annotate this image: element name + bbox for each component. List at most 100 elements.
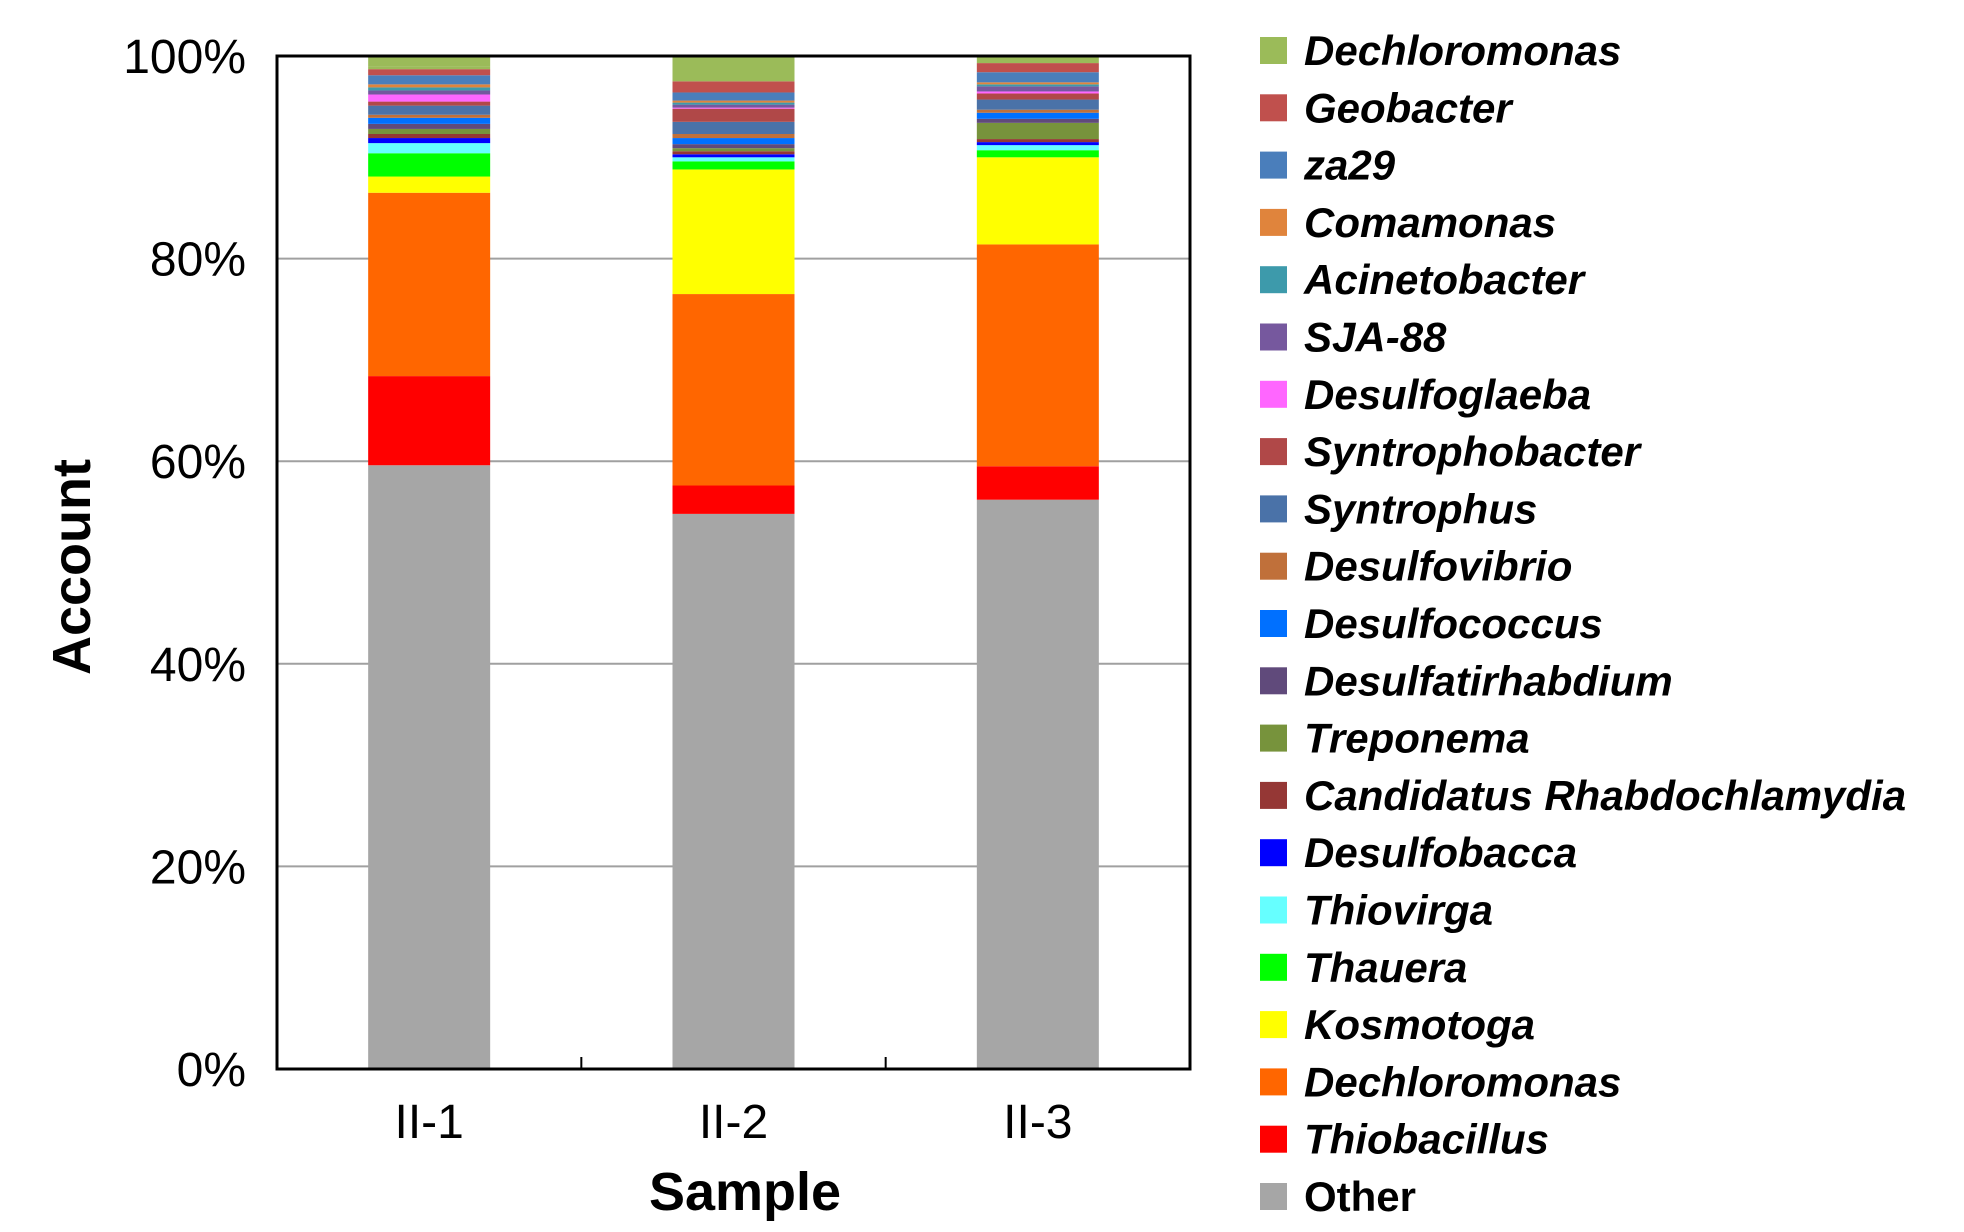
legend-swatch: [1260, 1011, 1287, 1039]
bar-segment-syntrophobacter: [672, 108, 795, 122]
legend: Dechloromonas Geobacter za29 Comamonas Acine…: [1260, 27, 1906, 1220]
bar-segment-sja-88: [368, 90, 491, 95]
y-tick-label: 20%: [150, 841, 246, 894]
bar-segment-other: [672, 513, 795, 1069]
y-tick-label: 60%: [150, 436, 246, 489]
x-axis-title: Sample: [649, 1162, 841, 1222]
legend-label: Thiovirga: [1304, 887, 1493, 934]
y-tick-label: 40%: [150, 639, 246, 692]
bar-segment-thauera: [368, 153, 491, 177]
bar-segment-sja-88: [672, 104, 795, 108]
legend-item: Desulfoglaeba: [1260, 371, 1591, 418]
bar-segment-dechloromonas: [672, 58, 795, 82]
bar-segment-kosmotoga: [672, 169, 795, 295]
legend-item: Syntrophobacter: [1260, 428, 1643, 475]
bar-segment-kosmotoga: [976, 157, 1099, 245]
bar-segment-other: [368, 465, 491, 1069]
y-tick-label: 80%: [150, 234, 246, 287]
bar-stack-II-1: [368, 56, 491, 1069]
bar-segment-geobacter: [976, 63, 1099, 73]
legend-item: Candidatus Rhabdochlamydia: [1260, 772, 1906, 819]
bar-segment-candidatus-rhabdochlamydia: [672, 151, 795, 155]
legend-swatch: [1260, 552, 1287, 580]
legend-label: Desulfatirhabdium: [1304, 657, 1673, 704]
legend-label: Desulfovibrio: [1304, 543, 1572, 590]
legend-swatch: [1260, 667, 1287, 695]
legend-label: Desulfococcus: [1304, 600, 1603, 647]
bar-segment-desulfatirhabdium: [976, 118, 1099, 123]
bar-segment-geobacter: [368, 69, 491, 76]
bar-segment-kosmotoga: [368, 176, 491, 193]
legend-item: Syntrophus: [1260, 485, 1537, 532]
legend-label: Syntrophus: [1304, 485, 1537, 532]
legend-label: Treponema: [1304, 715, 1530, 762]
bar-segment-za29: [368, 75, 491, 85]
legend-item: Treponema: [1260, 715, 1530, 762]
legend-item: za29: [1260, 142, 1396, 189]
bar-segment-thiovirga: [368, 143, 491, 154]
bar-segment-treponema: [976, 122, 1099, 140]
bar-segment-dechloromonas: [368, 66, 491, 70]
bar-segment-comamonas: [368, 84, 491, 88]
legend-item: Geobacter: [1260, 84, 1514, 131]
legend-item: Thiobacillus: [1260, 1116, 1549, 1163]
legend-item: Desulfatirhabdium: [1260, 657, 1673, 704]
legend-swatch: [1260, 1125, 1287, 1153]
legend-swatch: [1260, 724, 1287, 752]
bar-segment-syntrophobacter: [368, 101, 491, 106]
legend-label: Kosmotoga: [1304, 1001, 1535, 1048]
legend-swatch: [1260, 896, 1287, 924]
bar-segment-geobacter: [672, 81, 795, 93]
bar-segment-desulfococcus: [976, 112, 1099, 119]
plot-frame: [275, 54, 1192, 1071]
bar-segment-candidatus-rhabdochlamydia: [368, 134, 491, 139]
legend-swatch: [1260, 208, 1287, 236]
bar-segment-desulfovibrio: [672, 134, 795, 139]
legend-item: Desulfovibrio: [1260, 543, 1572, 590]
bar-segment-desulfatirhabdium: [672, 144, 795, 149]
bar-stack-II-3: [976, 56, 1099, 1070]
y-axis-title: Account: [42, 459, 102, 675]
bar-segment-acinetobacter: [672, 102, 795, 105]
bar-segment-desulfobacca: [976, 142, 1099, 146]
legend-item: Other: [1260, 1173, 1416, 1220]
bar-segment-za29: [976, 72, 1099, 83]
bar-segment-syntrophus: [368, 105, 491, 115]
bar-segment-candidatus-rhabdochlamydia: [976, 139, 1099, 143]
x-tick-labels: II-1 II-2 II-3: [394, 1096, 1072, 1149]
legend-item: Desulfobacca: [1260, 829, 1577, 876]
legend-item: Acinetobacter: [1260, 256, 1587, 303]
bar-segment-acinetobacter: [976, 84, 1099, 87]
legend-swatch: [1260, 94, 1287, 122]
bar-segment-desulfobacca: [368, 138, 491, 144]
bar-segment-treponema: [672, 148, 795, 152]
legend-item: Dechloromonas: [1260, 1058, 1621, 1105]
bar-segment-thiovirga: [976, 145, 1099, 151]
legend-label: Dechloromonas: [1304, 27, 1621, 74]
bar-stack-II-2: [672, 56, 795, 1069]
bar-segment-desulfovibrio: [368, 114, 491, 118]
legend-swatch: [1260, 151, 1287, 179]
bar-segment-dechloromonas: [976, 244, 1099, 467]
legend-swatch: [1260, 1183, 1287, 1210]
bar-segment-dechloromonas: [672, 294, 795, 486]
bar-segment-desulfatirhabdium: [368, 123, 491, 129]
legend-label: Candidatus Rhabdochlamydia: [1304, 772, 1906, 819]
legend-item: Desulfococcus: [1260, 600, 1603, 647]
legend-swatch: [1260, 781, 1287, 809]
bar-segment-sja-88: [976, 86, 1099, 92]
bar-segment-thiobacillus: [368, 376, 491, 466]
legend-label: Thiobacillus: [1304, 1116, 1549, 1163]
legend-item: Thiovirga: [1260, 887, 1493, 934]
legend-swatch: [1260, 380, 1287, 408]
bar-segment-syntrophobacter: [976, 93, 1099, 100]
legend-item: Thauera: [1260, 944, 1467, 991]
legend-swatch: [1260, 495, 1287, 523]
legend-label: SJA-88: [1304, 314, 1447, 361]
legend-swatch: [1260, 953, 1287, 981]
bar-segment-thiobacillus: [672, 485, 795, 514]
legend-label: Acinetobacter: [1303, 256, 1587, 303]
legend-swatch: [1260, 438, 1287, 466]
bar-segment-desulfoglaeba: [672, 107, 795, 109]
